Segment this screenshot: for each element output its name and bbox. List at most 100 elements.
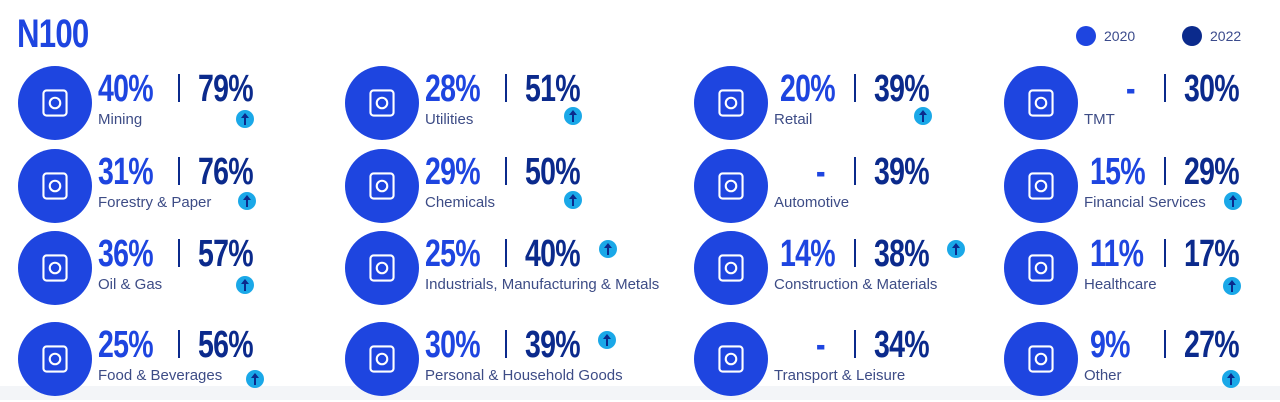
value-2022: 56% — [198, 324, 254, 366]
divider — [178, 239, 180, 267]
divider — [505, 330, 507, 358]
sector-item: 20% 39% Retail — [694, 66, 1014, 146]
sector-item: 36% 57% Oil & Gas — [18, 231, 338, 311]
sector-item: 11% 17% Healthcare — [1004, 231, 1280, 311]
sector-item: - 39% Automotive — [694, 149, 1014, 229]
sector-item: 40% 79% Mining — [18, 66, 338, 146]
value-2020: 28% — [425, 68, 481, 110]
divider — [178, 157, 180, 185]
value-2020: - — [816, 324, 825, 366]
sector-label: Forestry & Paper — [98, 194, 212, 211]
lightbulb-icon — [1004, 322, 1078, 396]
sector-item: 25% 40% Industrials, Manufacturing & Met… — [345, 231, 665, 311]
divider — [1164, 157, 1166, 185]
car-icon — [694, 149, 768, 223]
value-2020: 15% — [1090, 151, 1146, 193]
divider — [1164, 330, 1166, 358]
legend-2022: 2022 — [1182, 26, 1241, 46]
up-arrow-icon — [1223, 277, 1241, 295]
value-2020: 25% — [425, 233, 481, 275]
sector-label: Oil & Gas — [98, 276, 163, 293]
sector-label: Transport & Leisure — [774, 367, 906, 384]
divider — [1164, 239, 1166, 267]
divider — [854, 239, 856, 267]
up-arrow-icon — [947, 240, 965, 258]
sector-label: Automotive — [774, 194, 850, 211]
value-2022: 29% — [1184, 151, 1240, 193]
up-arrow-icon — [564, 191, 582, 209]
sector-label: Chemicals — [425, 194, 496, 211]
divider — [505, 74, 507, 102]
legend-dot-2022 — [1182, 26, 1202, 46]
legend-label-2022: 2022 — [1210, 28, 1242, 44]
value-2022: 34% — [874, 324, 930, 366]
soap-bottle-icon — [345, 322, 419, 396]
up-arrow-icon — [1224, 192, 1242, 210]
sector-label: Construction & Materials — [774, 276, 938, 293]
flask-icon — [345, 149, 419, 223]
sector-item: 29% 50% Chemicals — [345, 149, 665, 229]
value-2020: 40% — [98, 68, 154, 110]
sector-label: Other — [1084, 367, 1122, 384]
wallet-icon — [1004, 149, 1078, 223]
taxi-icon — [694, 322, 768, 396]
sector-item: 30% 39% Personal & Household Goods — [345, 322, 665, 402]
pill-icon — [1004, 231, 1078, 305]
divider — [854, 157, 856, 185]
divider — [178, 330, 180, 358]
value-2022: 50% — [525, 151, 581, 193]
divider — [1164, 74, 1166, 102]
divider — [178, 74, 180, 102]
sector-label: Food & Beverages — [98, 367, 223, 384]
sector-label: Industrials, Manufacturing & Metals — [425, 276, 660, 293]
tools-icon — [345, 66, 419, 140]
value-2022: 39% — [874, 151, 930, 193]
sector-label: Utilities — [425, 111, 474, 128]
sector-item: 9% 27% Other — [1004, 322, 1280, 402]
value-2022: 79% — [198, 68, 254, 110]
value-2022: 39% — [874, 68, 930, 110]
sector-item: 25% 56% Food & Beverages — [18, 322, 338, 402]
value-2022: 39% — [525, 324, 581, 366]
up-arrow-icon — [564, 107, 582, 125]
wheelbarrow-icon — [694, 231, 768, 305]
value-2020: 25% — [98, 324, 154, 366]
value-2020: 11% — [1090, 233, 1144, 275]
value-2022: 57% — [198, 233, 254, 275]
oil-rig-icon — [345, 231, 419, 305]
value-2020: 29% — [425, 151, 481, 193]
up-arrow-icon — [236, 276, 254, 294]
value-2020: 30% — [425, 324, 481, 366]
oil-can-icon — [18, 231, 92, 305]
sector-label: Retail — [774, 111, 813, 128]
mine-cart-icon — [18, 66, 92, 140]
up-arrow-icon — [236, 110, 254, 128]
divider — [854, 330, 856, 358]
shopping-cart-icon — [694, 66, 768, 140]
sector-item: - 30% TMT — [1004, 66, 1280, 146]
sector-item: 15% 29% Financial Services — [1004, 149, 1280, 229]
sector-label: Healthcare — [1084, 276, 1157, 293]
value-2020: 20% — [780, 68, 836, 110]
sector-item: 31% 76% Forestry & Paper — [18, 149, 338, 229]
divider — [505, 157, 507, 185]
value-2020: 36% — [98, 233, 154, 275]
legend-2020: 2020 — [1076, 26, 1135, 46]
value-2022: 17% — [1184, 233, 1240, 275]
value-2022: 40% — [525, 233, 581, 275]
sector-label: Mining — [98, 111, 143, 128]
bottom-band — [0, 386, 1280, 400]
sector-item: - 34% Transport & Leisure — [694, 322, 1014, 402]
legend-dot-2020 — [1076, 26, 1096, 46]
sector-item: 28% 51% Utilities — [345, 66, 665, 146]
up-arrow-icon — [598, 331, 616, 349]
cup-icon — [18, 322, 92, 396]
page-title: N100 — [17, 12, 89, 56]
up-arrow-icon — [599, 240, 617, 258]
value-2022: 51% — [525, 68, 581, 110]
up-arrow-icon — [1222, 370, 1240, 388]
value-2020: - — [1126, 68, 1135, 110]
up-arrow-icon — [914, 107, 932, 125]
sector-label: TMT — [1084, 111, 1115, 128]
value-2022: 38% — [874, 233, 930, 275]
